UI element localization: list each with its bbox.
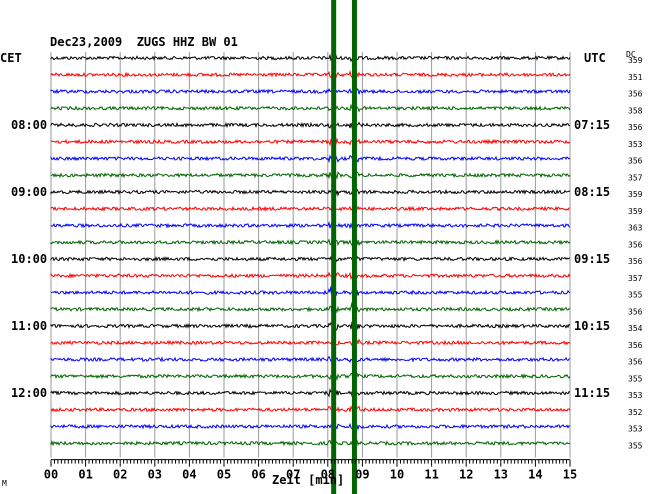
dc-offset-label: 353 bbox=[628, 425, 643, 434]
x-axis-label: Zeit [min] bbox=[272, 473, 344, 487]
trace-row bbox=[50, 103, 571, 113]
right-time-label: 10:15 bbox=[574, 319, 610, 333]
trace-row bbox=[50, 388, 571, 398]
trace-group bbox=[50, 53, 571, 448]
x-axis: 00 01 02 03 04 05 06 07 08 09 10 11 12 13 14 15 bbox=[44, 459, 577, 482]
right-time-label: 08:15 bbox=[574, 185, 610, 199]
dc-offset-label: 356 bbox=[628, 257, 643, 266]
trace-row bbox=[50, 405, 571, 414]
dc-offset-label: 356 bbox=[628, 240, 643, 249]
x-tick-label: 09 bbox=[355, 468, 369, 482]
dc-offset-label: 356 bbox=[628, 90, 643, 99]
trace-row bbox=[50, 371, 571, 382]
dc-offset-label: 355 bbox=[628, 441, 643, 450]
trace-row bbox=[50, 255, 571, 263]
x-tick-label: 00 bbox=[44, 468, 58, 482]
dc-offset-label: 352 bbox=[628, 408, 643, 417]
chart-title: Dec23,2009 ZUGS HHZ BW 01 bbox=[50, 35, 238, 49]
grid bbox=[50, 52, 571, 458]
trace-row bbox=[50, 187, 571, 197]
left-time-label: 12:00 bbox=[11, 386, 47, 400]
dc-offset-label: 358 bbox=[628, 106, 643, 115]
trace-row bbox=[50, 321, 571, 335]
trace-row bbox=[50, 422, 571, 432]
left-time-label: 11:00 bbox=[11, 319, 47, 333]
x-tick-label: 15 bbox=[563, 468, 577, 482]
left-time-label: 10:00 bbox=[11, 252, 47, 266]
trace-row bbox=[50, 271, 571, 281]
footnote-mark: M bbox=[2, 479, 7, 488]
x-tick-label: 12 bbox=[459, 468, 473, 482]
dc-offset-label: 353 bbox=[628, 391, 643, 400]
event-markers bbox=[331, 0, 357, 494]
x-tick-label: 07 bbox=[286, 468, 300, 482]
dc-offset-label: 357 bbox=[628, 173, 643, 182]
x-tick-label: 10 bbox=[390, 468, 404, 482]
right-time-label: 09:15 bbox=[574, 252, 610, 266]
dc-offset-label: 354 bbox=[628, 324, 643, 333]
x-tick-label: 14 bbox=[528, 468, 542, 482]
trace-row bbox=[50, 170, 571, 180]
x-tick-label: 02 bbox=[113, 468, 127, 482]
dc-header: DC bbox=[626, 50, 636, 59]
dc-offset-label: 359 bbox=[628, 207, 643, 216]
trace-row bbox=[50, 355, 571, 363]
x-tick-label: 13 bbox=[494, 468, 508, 482]
trace-row bbox=[50, 154, 571, 164]
trace-row bbox=[50, 121, 570, 130]
x-tick-label: 11 bbox=[424, 468, 438, 482]
left-timezone-label: CET bbox=[0, 51, 22, 65]
x-tick-label: 03 bbox=[148, 468, 162, 482]
right-time-label: 11:15 bbox=[574, 386, 610, 400]
dc-offset-label: 355 bbox=[628, 374, 643, 383]
right-time-label: 07:15 bbox=[574, 118, 610, 132]
dc-offset-label: 357 bbox=[628, 274, 643, 283]
left-time-label: 09:00 bbox=[11, 185, 47, 199]
dc-offset-label: 353 bbox=[628, 140, 643, 149]
left-time-label: 08:00 bbox=[11, 118, 47, 132]
x-tick-label: 06 bbox=[251, 468, 265, 482]
dc-offset-label: 356 bbox=[628, 341, 643, 350]
trace-row bbox=[50, 137, 571, 147]
dc-offset-label: 359 bbox=[628, 56, 643, 65]
trace-row bbox=[50, 87, 571, 97]
trace-row bbox=[50, 338, 571, 347]
trace-row bbox=[50, 439, 571, 448]
dc-offset-label: 356 bbox=[628, 358, 643, 367]
trace-row bbox=[50, 70, 571, 80]
x-tick-label: 05 bbox=[217, 468, 231, 482]
trace-row bbox=[50, 220, 571, 230]
trace-row bbox=[50, 302, 571, 317]
dc-offset-label: 363 bbox=[628, 224, 643, 233]
trace-row bbox=[50, 238, 571, 247]
row-labels: 08:00 09:00 10:00 11:00 12:00 07:15 08:15 09:15… bbox=[11, 56, 643, 450]
dc-offset-label: 356 bbox=[628, 307, 643, 316]
dc-offset-label: 355 bbox=[628, 291, 643, 300]
trace-row bbox=[50, 286, 571, 302]
trace-row bbox=[50, 204, 571, 214]
right-timezone-label: UTC bbox=[584, 51, 606, 65]
dc-offset-label: 359 bbox=[628, 190, 643, 199]
x-tick-label: 01 bbox=[78, 468, 92, 482]
dc-offset-label: 356 bbox=[628, 123, 643, 132]
trace-row bbox=[50, 53, 571, 63]
dc-offset-label: 351 bbox=[628, 73, 643, 82]
x-tick-label: 04 bbox=[182, 468, 196, 482]
x-tick-label: 08 bbox=[321, 468, 335, 482]
dc-offset-label: 356 bbox=[628, 157, 643, 166]
